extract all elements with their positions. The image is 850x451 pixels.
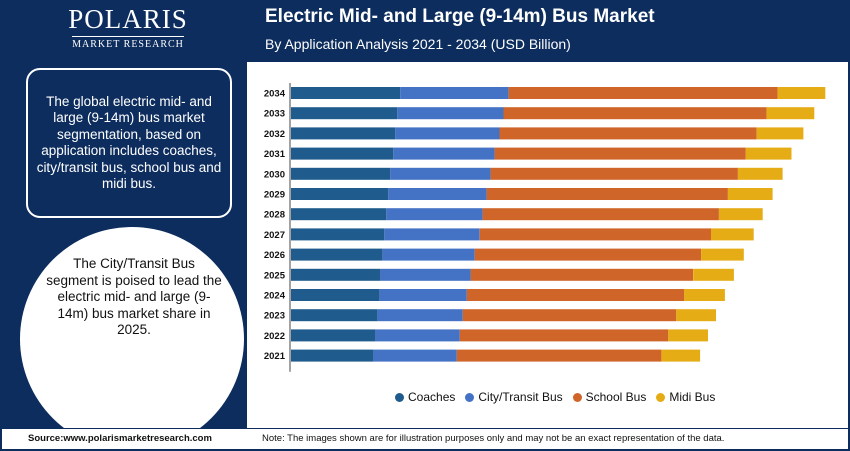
year-tick-label: 2030 — [264, 169, 285, 180]
bar-segment-city-transit-bus — [382, 248, 475, 261]
bar-segment-midi-bus — [727, 188, 773, 200]
bar-segment-city-transit-bus — [390, 167, 491, 180]
bar-segment-school-bus — [466, 289, 685, 301]
legend-label: Midi Bus — [669, 390, 716, 404]
year-tick-label: 2033 — [264, 109, 285, 120]
bar-segment-midi-bus — [693, 268, 734, 281]
year-tick-label: 2023 — [264, 311, 285, 322]
bar-segment-coaches — [291, 208, 387, 221]
bar-segment-school-bus — [490, 167, 738, 180]
highlight-text: The City/Transit Bus segment is poised t… — [46, 256, 222, 337]
year-tick-label: 2022 — [264, 331, 285, 342]
legend-label: School Bus — [585, 390, 647, 404]
bar-segment-city-transit-bus — [395, 127, 500, 140]
bar-segment-coaches — [291, 228, 385, 241]
bar-segment-school-bus — [479, 228, 712, 241]
year-tick-label: 2032 — [264, 129, 285, 140]
bar-segment-midi-bus — [684, 289, 725, 301]
bar-segment-coaches — [291, 167, 391, 180]
bar-segment-midi-bus — [668, 329, 708, 342]
bar-segment-city-transit-bus — [386, 208, 483, 221]
bar-segment-school-bus — [459, 329, 669, 342]
legend-swatch — [572, 392, 582, 402]
note-text: Note: The images shown are for illustrat… — [262, 433, 725, 444]
bar-segment-coaches — [291, 329, 376, 342]
bar-segment-school-bus — [508, 87, 778, 99]
info-box: The global electric mid- and large (9-14… — [26, 68, 232, 218]
legend-swatch — [656, 392, 666, 402]
bar-segment-city-transit-bus — [388, 188, 487, 200]
year-tick-label: 2026 — [264, 250, 285, 261]
year-tick-label: 2034 — [264, 89, 286, 100]
bar-segment-city-transit-bus — [379, 289, 467, 301]
bar-segment-city-transit-bus — [375, 329, 460, 342]
bar-segment-coaches — [291, 349, 374, 362]
bar-segment-midi-bus — [737, 167, 783, 180]
year-tick-label: 2031 — [264, 149, 286, 160]
year-tick-label: 2028 — [264, 210, 285, 221]
chart-subtitle: By Application Analysis 2021 - 2034 (USD… — [265, 36, 571, 52]
header-banner — [247, 0, 850, 62]
year-tick-label: 2027 — [264, 230, 285, 241]
bar-segment-city-transit-bus — [393, 147, 495, 160]
bar-segment-school-bus — [494, 147, 746, 160]
chart-legend: Coaches City/Transit Bus School Bus Midi Bu… — [395, 390, 715, 404]
bar-segment-coaches — [291, 188, 389, 200]
bar-segment-coaches — [291, 107, 398, 120]
legend-item: Coaches — [395, 390, 455, 404]
year-tick-label: 2025 — [264, 270, 286, 281]
bar-segment-school-bus — [456, 349, 662, 362]
bar-segment-coaches — [291, 289, 380, 301]
bar-segment-midi-bus — [711, 228, 754, 241]
polaris-logo: POLARIS MARKET RESEARCH — [0, 4, 256, 52]
bar-segment-midi-bus — [701, 248, 744, 261]
bar-segment-school-bus — [482, 208, 719, 221]
bar-segment-coaches — [291, 248, 383, 261]
logo-tagline: MARKET RESEARCH — [72, 36, 184, 51]
footer-bar — [0, 428, 850, 451]
bar-segment-school-bus — [503, 107, 767, 120]
legend-item: Midi Bus — [656, 390, 715, 404]
legend-label: City/Transit Bus — [478, 390, 563, 404]
bar-segment-city-transit-bus — [380, 268, 471, 281]
legend-swatch — [395, 392, 404, 402]
bar-segment-midi-bus — [745, 147, 792, 160]
bar-segment-school-bus — [470, 268, 694, 281]
legend-item: City/Transit Bus — [465, 390, 563, 404]
stacked-bar-chart: 2034 2033 2032 2031 2030 2029 2028 2027 2026 2025… — [247, 62, 850, 428]
source-text: Source:www.polarismarketresearch.com — [28, 433, 212, 444]
bar-segment-coaches — [291, 268, 381, 281]
bar-segment-coaches — [291, 127, 396, 140]
bar-segment-midi-bus — [661, 349, 701, 362]
bar-segment-coaches — [291, 147, 394, 160]
legend-item: School Bus — [572, 390, 647, 404]
legend-label: Coaches — [408, 390, 456, 404]
bar-segment-midi-bus — [719, 208, 763, 221]
info-text: The global electric mid- and large (9-14… — [36, 93, 222, 192]
bar-segment-midi-bus — [756, 127, 804, 140]
bar-segment-school-bus — [462, 309, 677, 322]
bar-segment-midi-bus — [766, 107, 815, 120]
highlight-circle — [20, 227, 244, 451]
bar-segment-city-transit-bus — [373, 349, 457, 362]
bar-segment-city-transit-bus — [384, 228, 480, 241]
year-tick-label: 2024 — [264, 291, 286, 302]
bar-segment-city-transit-bus — [377, 309, 463, 322]
bar-segment-midi-bus — [676, 309, 716, 322]
bar-segment-school-bus — [486, 188, 728, 200]
chart-svg: 2034 2033 2032 2031 2030 2029 2028 2027 2026 2025… — [264, 83, 826, 372]
bar-segment-coaches — [291, 309, 378, 322]
year-tick-label: 2021 — [264, 351, 286, 362]
legend-swatch — [465, 392, 475, 402]
bar-segment-school-bus — [499, 127, 757, 140]
chart-title: Electric Mid- and Large (9-14m) Bus Mark… — [265, 6, 655, 27]
bar-segment-city-transit-bus — [400, 87, 509, 99]
bar-segment-coaches — [291, 87, 401, 99]
year-tick-label: 2029 — [264, 190, 285, 201]
bar-segment-midi-bus — [777, 87, 826, 99]
logo-name: POLARIS — [68, 4, 188, 34]
bar-segment-school-bus — [474, 248, 702, 261]
bar-segment-city-transit-bus — [397, 107, 504, 120]
